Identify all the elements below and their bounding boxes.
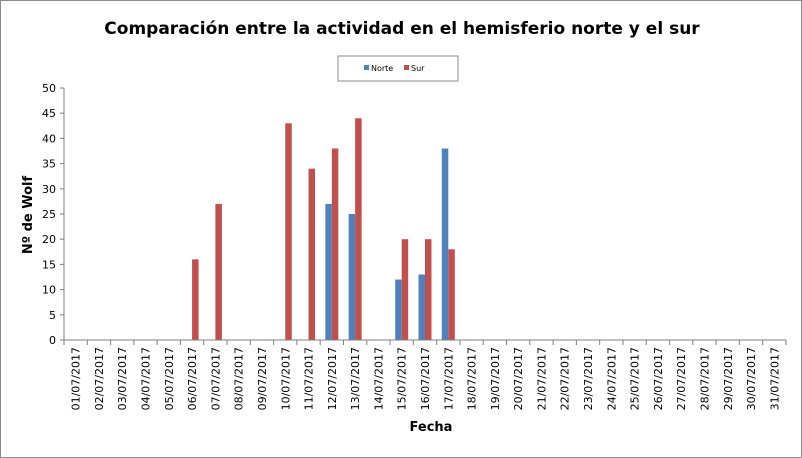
x-tick-label: 25/07/2017	[629, 347, 642, 410]
x-tick-label: 16/07/2017	[419, 347, 432, 410]
y-tick-label: 30	[42, 183, 56, 196]
bar-sur	[192, 259, 199, 340]
bar-norte	[325, 203, 332, 340]
y-axis-ticks: 0 5 10 15 20 25 30 35 40 45 50	[42, 82, 64, 347]
y-tick-label: 50	[42, 82, 56, 95]
bar-sur	[401, 239, 409, 340]
bar-sur	[215, 203, 222, 340]
legend-swatch-sur	[404, 65, 409, 70]
bar-norte	[348, 214, 356, 340]
x-tick-label: 13/07/2017	[349, 347, 362, 410]
bar-norte	[441, 148, 449, 340]
bar-norte	[418, 274, 425, 340]
x-tick-label: 07/07/2017	[209, 347, 222, 410]
x-tick-label: 03/07/2017	[116, 347, 129, 410]
x-tick-label: 05/07/2017	[163, 347, 176, 410]
x-tick-label: 24/07/2017	[605, 347, 618, 410]
y-tick-label: 45	[42, 107, 56, 120]
x-tick-label: 26/07/2017	[652, 347, 665, 410]
x-axis-title: Fecha	[410, 420, 453, 435]
x-tick-label: 17/07/2017	[442, 347, 455, 410]
x-tick-label: 11/07/2017	[303, 347, 316, 410]
y-tick-label: 40	[42, 132, 56, 145]
x-tick-label: 10/07/2017	[279, 347, 292, 410]
x-tick-label: 30/07/2017	[745, 347, 758, 410]
x-tick-label: 29/07/2017	[722, 347, 735, 410]
bar-sur	[331, 148, 339, 340]
legend-swatch-norte	[364, 65, 369, 70]
y-axis-title: Nº de Wolf	[21, 176, 36, 255]
bar-sur	[355, 118, 362, 341]
bar-sur	[448, 249, 455, 340]
x-axis-ticks: 01/07/2017 02/07/2017 03/07/2017 04/07/2017…	[63, 340, 787, 410]
y-tick-label: 5	[49, 309, 56, 322]
legend-label-sur: Sur	[411, 64, 425, 73]
x-tick-label: 09/07/2017	[256, 347, 269, 410]
x-tick-label: 23/07/2017	[582, 347, 595, 410]
y-tick-label: 25	[42, 208, 56, 221]
y-tick-label: 0	[49, 334, 56, 347]
legend-box	[337, 55, 459, 82]
x-tick-label: 21/07/2017	[535, 347, 548, 410]
x-tick-label: 28/07/2017	[698, 347, 711, 410]
x-tick-label: 01/07/2017	[70, 347, 83, 410]
bars	[192, 118, 455, 341]
bar-norte	[395, 279, 402, 340]
x-tick-label: 20/07/2017	[512, 347, 525, 410]
x-tick-label: 15/07/2017	[396, 347, 409, 410]
x-tick-label: 14/07/2017	[372, 347, 385, 410]
bar-sur	[425, 239, 432, 340]
y-tick-label: 20	[42, 233, 56, 246]
bar-sur	[285, 123, 292, 340]
x-tick-label: 27/07/2017	[675, 347, 688, 410]
y-tick-label: 15	[42, 258, 56, 271]
legend: Norte Sur	[337, 55, 459, 82]
x-tick-label: 18/07/2017	[466, 347, 479, 410]
x-tick-label: 04/07/2017	[140, 347, 153, 410]
x-tick-label: 31/07/2017	[768, 347, 781, 410]
x-tick-label: 19/07/2017	[489, 347, 502, 410]
x-tick-label: 06/07/2017	[186, 347, 199, 410]
x-tick-label: 02/07/2017	[93, 347, 106, 410]
y-tick-label: 35	[42, 158, 56, 171]
legend-label-norte: Norte	[371, 64, 393, 73]
x-tick-label: 12/07/2017	[326, 347, 339, 410]
chart-title: Comparación entre la actividad en el hem…	[104, 19, 700, 39]
x-tick-label: 08/07/2017	[233, 347, 246, 410]
x-tick-label: 22/07/2017	[559, 347, 572, 410]
y-tick-label: 10	[42, 284, 56, 297]
bar-sur	[308, 168, 316, 340]
